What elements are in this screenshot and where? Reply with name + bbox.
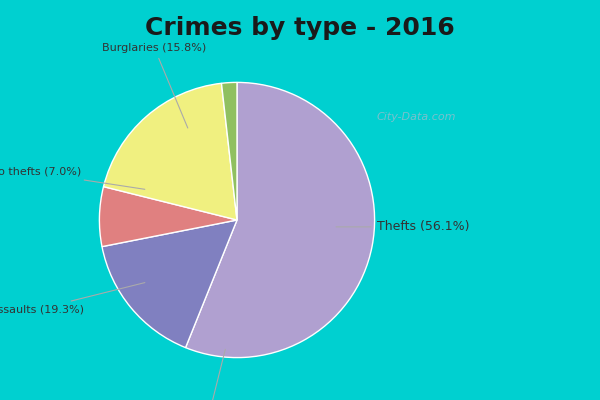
Text: City-Data.com: City-Data.com bbox=[376, 112, 455, 122]
Text: Arson (1.8%): Arson (1.8%) bbox=[173, 349, 246, 400]
Text: Crimes by type - 2016: Crimes by type - 2016 bbox=[145, 16, 455, 40]
Wedge shape bbox=[221, 82, 237, 220]
Wedge shape bbox=[185, 82, 374, 358]
Text: Thefts (56.1%): Thefts (56.1%) bbox=[336, 220, 469, 233]
Text: Assaults (19.3%): Assaults (19.3%) bbox=[0, 282, 145, 314]
Text: Burglaries (15.8%): Burglaries (15.8%) bbox=[103, 43, 206, 128]
Wedge shape bbox=[100, 187, 237, 247]
Wedge shape bbox=[102, 220, 237, 348]
Text: Auto thefts (7.0%): Auto thefts (7.0%) bbox=[0, 167, 145, 189]
Wedge shape bbox=[104, 83, 237, 220]
